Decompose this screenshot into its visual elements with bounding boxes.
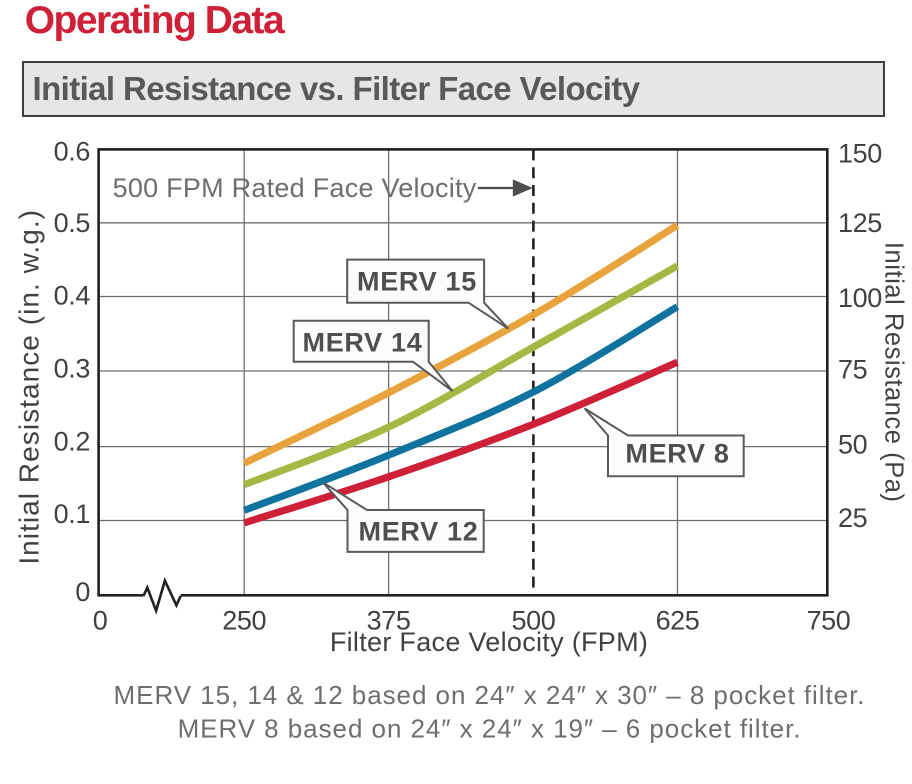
svg-text:MERV 12: MERV 12 xyxy=(359,516,479,546)
svg-text:0.1: 0.1 xyxy=(54,499,90,529)
svg-text:75: 75 xyxy=(838,355,867,385)
svg-text:MERV 15, 14 & 12 based on 24″: MERV 15, 14 & 12 based on 24″ x 24″ x 30… xyxy=(114,680,866,710)
svg-text:0.3: 0.3 xyxy=(54,353,90,383)
svg-text:0.5: 0.5 xyxy=(54,208,90,238)
svg-text:250: 250 xyxy=(222,605,266,635)
svg-text:625: 625 xyxy=(656,605,700,635)
svg-text:Filter Face Velocity (FPM): Filter Face Velocity (FPM) xyxy=(330,627,648,657)
svg-text:100: 100 xyxy=(838,283,882,313)
svg-text:Initial Resistance (in. w.g.): Initial Resistance (in. w.g.) xyxy=(14,209,45,565)
svg-text:750: 750 xyxy=(807,605,851,635)
svg-text:MERV 14: MERV 14 xyxy=(303,328,423,358)
svg-text:500: 500 xyxy=(511,605,555,635)
svg-text:MERV 8: MERV 8 xyxy=(625,439,729,469)
svg-text:0: 0 xyxy=(93,605,108,635)
svg-text:MERV 8 based on 24″ x 24″ x 19: MERV 8 based on 24″ x 24″ x 19″ – 6 pock… xyxy=(178,713,802,743)
svg-text:375: 375 xyxy=(367,605,411,635)
svg-text:500 FPM Rated Face Velocity: 500 FPM Rated Face Velocity xyxy=(113,173,477,203)
svg-text:50: 50 xyxy=(838,430,867,460)
svg-text:25: 25 xyxy=(838,503,867,533)
svg-text:MERV 15: MERV 15 xyxy=(357,266,477,296)
svg-text:0.2: 0.2 xyxy=(54,426,90,456)
svg-text:Initial Resistance (Pa): Initial Resistance (Pa) xyxy=(880,242,908,503)
svg-text:0.4: 0.4 xyxy=(54,280,91,310)
svg-text:0.6: 0.6 xyxy=(54,136,90,166)
svg-text:125: 125 xyxy=(838,208,882,238)
svg-text:0: 0 xyxy=(75,577,90,607)
svg-text:150: 150 xyxy=(838,138,882,168)
